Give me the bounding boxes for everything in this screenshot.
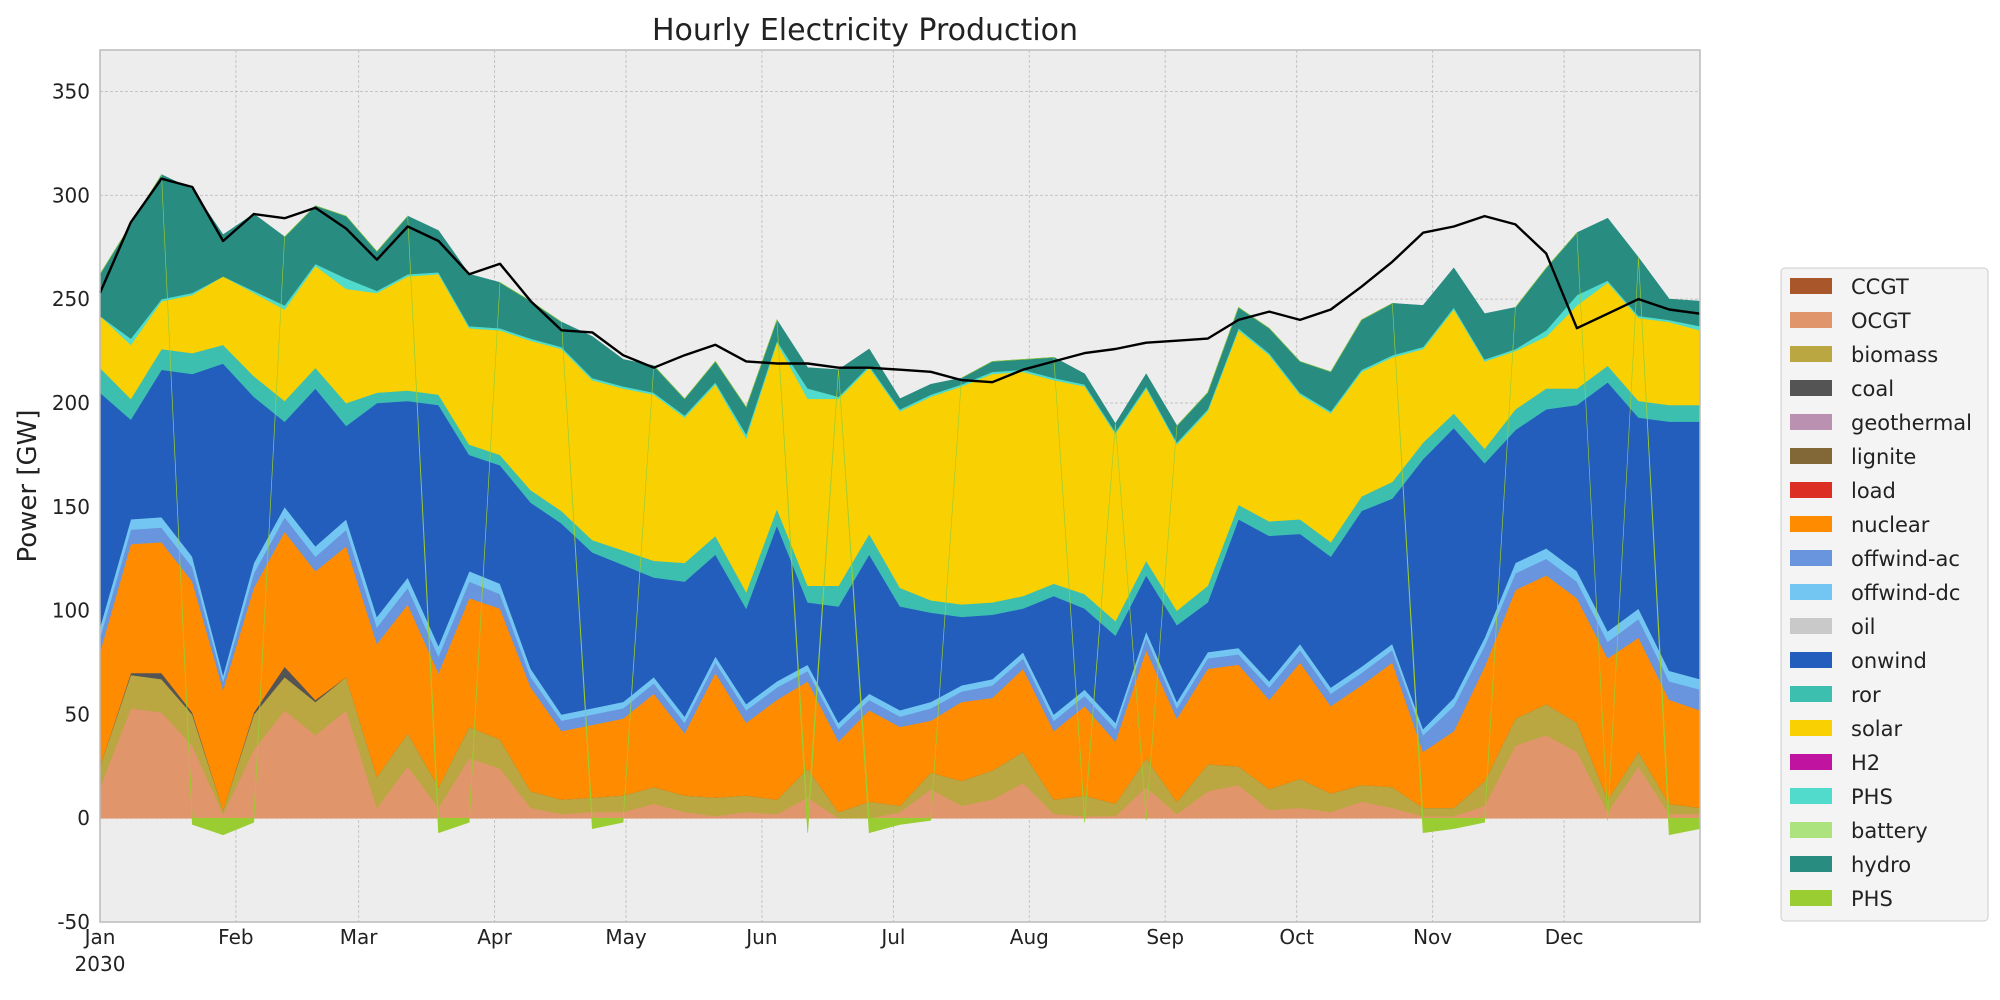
x-year-label: 2030: [75, 952, 126, 976]
legend-label: offwind-ac: [1851, 547, 1960, 571]
legend-box: [1780, 267, 1989, 922]
area-series-group: [99, 173, 1701, 836]
y-tick-labels: -50 0 50 100 150 200 250 300 350: [52, 80, 90, 934]
legend-item-offwind-ac: offwind-ac: [1790, 547, 1960, 571]
legend-label: nuclear: [1851, 513, 1930, 537]
x-tick-label: Jul: [879, 925, 905, 949]
legend-swatch: [1790, 414, 1832, 430]
total-load-line-group: [98, 177, 1701, 384]
legend-item-offwind-dc: offwind-dc: [1790, 581, 1960, 605]
legend-swatch: [1790, 686, 1832, 702]
legend-label: battery: [1851, 819, 1928, 843]
legend-label: H2: [1851, 751, 1880, 775]
y-tick-label: -50: [57, 910, 90, 934]
legend-swatch: [1790, 516, 1832, 532]
legend-label: solar: [1851, 717, 1902, 741]
legend-item-biomass: biomass: [1790, 343, 1938, 367]
legend-label: coal: [1851, 377, 1894, 401]
legend-label: offwind-dc: [1851, 581, 1960, 605]
y-axis-title: Power [GW]: [13, 409, 43, 562]
legend-label: load: [1851, 479, 1896, 503]
legend-swatch: [1790, 890, 1832, 906]
legend-item-onwind: onwind: [1790, 649, 1927, 673]
legend-item-coal: coal: [1790, 377, 1894, 401]
total-load-line: [98, 177, 1701, 384]
x-tick-label: Aug: [1010, 925, 1049, 949]
legend-label: oil: [1851, 615, 1876, 639]
legend-swatch: [1790, 754, 1832, 770]
legend-label: PHS: [1851, 785, 1893, 809]
legend-swatch: [1790, 584, 1832, 600]
legend-swatch: [1790, 312, 1832, 328]
y-tick-label: 200: [52, 391, 90, 415]
legend-swatch: [1790, 550, 1832, 566]
plot-border: [99, 49, 1701, 923]
legend-swatch: [1790, 720, 1832, 736]
legend-item-phs: PHS: [1790, 887, 1893, 911]
legend-swatch: [1790, 618, 1832, 634]
legend-label: biomass: [1851, 343, 1938, 367]
legend-label: lignite: [1851, 445, 1916, 469]
legend-swatch: [1790, 822, 1832, 838]
legend-swatch: [1790, 346, 1832, 362]
x-tick-label: May: [605, 925, 647, 949]
legend: CCGT OCGT biomass coal geothermal lignite load…: [1780, 267, 1989, 922]
x-tick-label: Dec: [1545, 925, 1584, 949]
y-tick-label: 150: [52, 495, 90, 519]
chart-title: Hourly Electricity Production: [652, 13, 1078, 48]
legend-item-ocgt: OCGT: [1790, 309, 1911, 333]
legend-item-ror: ror: [1790, 683, 1881, 707]
legend-item-solar: solar: [1790, 717, 1902, 741]
legend-label: CCGT: [1851, 275, 1909, 299]
legend-swatch: [1790, 856, 1832, 872]
legend-swatch: [1790, 448, 1832, 464]
y-tick-label: 50: [65, 702, 90, 726]
legend-label: ror: [1851, 683, 1881, 707]
legend-item-nuclear: nuclear: [1790, 513, 1930, 537]
y-tick-label: 350: [52, 80, 90, 104]
y-tick-label: 300: [52, 183, 90, 207]
legend-label: onwind: [1851, 649, 1927, 673]
y-tick-label: 250: [52, 287, 90, 311]
x-tick-label: Feb: [218, 925, 253, 949]
legend-item-load: load: [1790, 479, 1896, 503]
legend-item-phs: PHS: [1790, 785, 1893, 809]
legend-swatch: [1790, 788, 1832, 804]
legend-label: OCGT: [1851, 309, 1911, 333]
legend-swatch: [1790, 482, 1832, 498]
x-tick-label: Nov: [1413, 925, 1452, 949]
legend-item-hydro: hydro: [1790, 853, 1911, 877]
legend-label: hydro: [1851, 853, 1911, 877]
y-tick-label: 100: [52, 599, 90, 623]
legend-swatch: [1790, 652, 1832, 668]
x-tick-label: Sep: [1146, 925, 1184, 949]
legend-item-h2: H2: [1790, 751, 1880, 775]
x-tick-label: Jun: [744, 925, 777, 949]
x-tick-labels: Jan Feb Mar Apr May Jun Jul Aug Sep Oct Nov Dec: [83, 925, 1584, 949]
legend-item-lignite: lignite: [1790, 445, 1916, 469]
legend-item-ccgt: CCGT: [1790, 275, 1909, 299]
legend-label: PHS: [1851, 887, 1893, 911]
x-tick-label: Oct: [1279, 925, 1314, 949]
legend-item-oil: oil: [1790, 615, 1876, 639]
legend-items: CCGT OCGT biomass coal geothermal lignite load…: [1790, 275, 1972, 911]
legend-item-battery: battery: [1790, 819, 1928, 843]
legend-label: geothermal: [1851, 411, 1972, 435]
x-tick-label: Jan: [83, 925, 116, 949]
legend-swatch: [1790, 380, 1832, 396]
legend-swatch: [1790, 278, 1832, 294]
x-tick-label: Apr: [477, 925, 512, 949]
y-tick-label: 0: [77, 806, 90, 830]
legend-item-geothermal: geothermal: [1790, 411, 1972, 435]
x-tick-label: Mar: [340, 925, 379, 949]
